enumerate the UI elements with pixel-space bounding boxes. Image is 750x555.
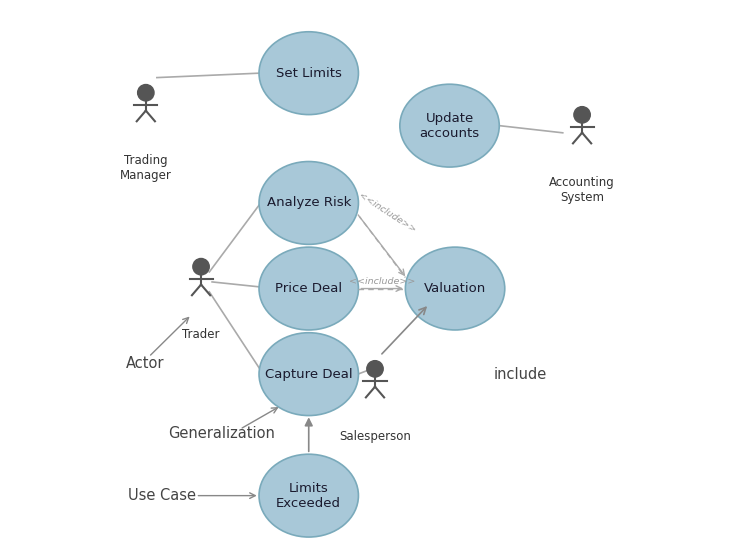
Circle shape [193,259,209,275]
Circle shape [367,361,383,377]
Text: <<include>>: <<include>> [349,278,416,286]
Text: include: include [494,367,547,382]
Text: Limits
Exceeded: Limits Exceeded [276,482,341,509]
Text: Trader: Trader [182,329,220,341]
Text: Update
accounts: Update accounts [419,112,479,140]
Text: Salesperson: Salesperson [339,431,411,443]
Ellipse shape [259,332,358,416]
Ellipse shape [400,84,500,167]
Circle shape [138,84,154,101]
Text: Accounting
System: Accounting System [549,176,615,204]
Ellipse shape [259,247,358,330]
Text: Analyze Risk: Analyze Risk [266,196,351,209]
Text: <<include>>: <<include>> [357,191,418,235]
Ellipse shape [259,454,358,537]
Text: Trading
Manager: Trading Manager [120,154,172,183]
Circle shape [574,107,590,123]
Text: Use Case: Use Case [128,488,196,503]
Text: Generalization: Generalization [168,426,274,441]
Text: Set Limits: Set Limits [276,67,342,80]
Ellipse shape [259,32,358,114]
Text: Actor: Actor [125,356,164,371]
Text: Price Deal: Price Deal [275,282,342,295]
Ellipse shape [259,162,358,244]
Ellipse shape [405,247,505,330]
Text: Capture Deal: Capture Deal [265,367,352,381]
Text: Valuation: Valuation [424,282,486,295]
